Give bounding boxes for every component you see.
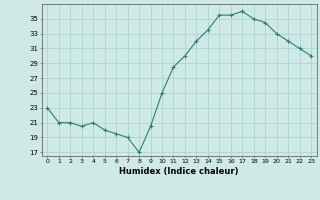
X-axis label: Humidex (Indice chaleur): Humidex (Indice chaleur) <box>119 167 239 176</box>
